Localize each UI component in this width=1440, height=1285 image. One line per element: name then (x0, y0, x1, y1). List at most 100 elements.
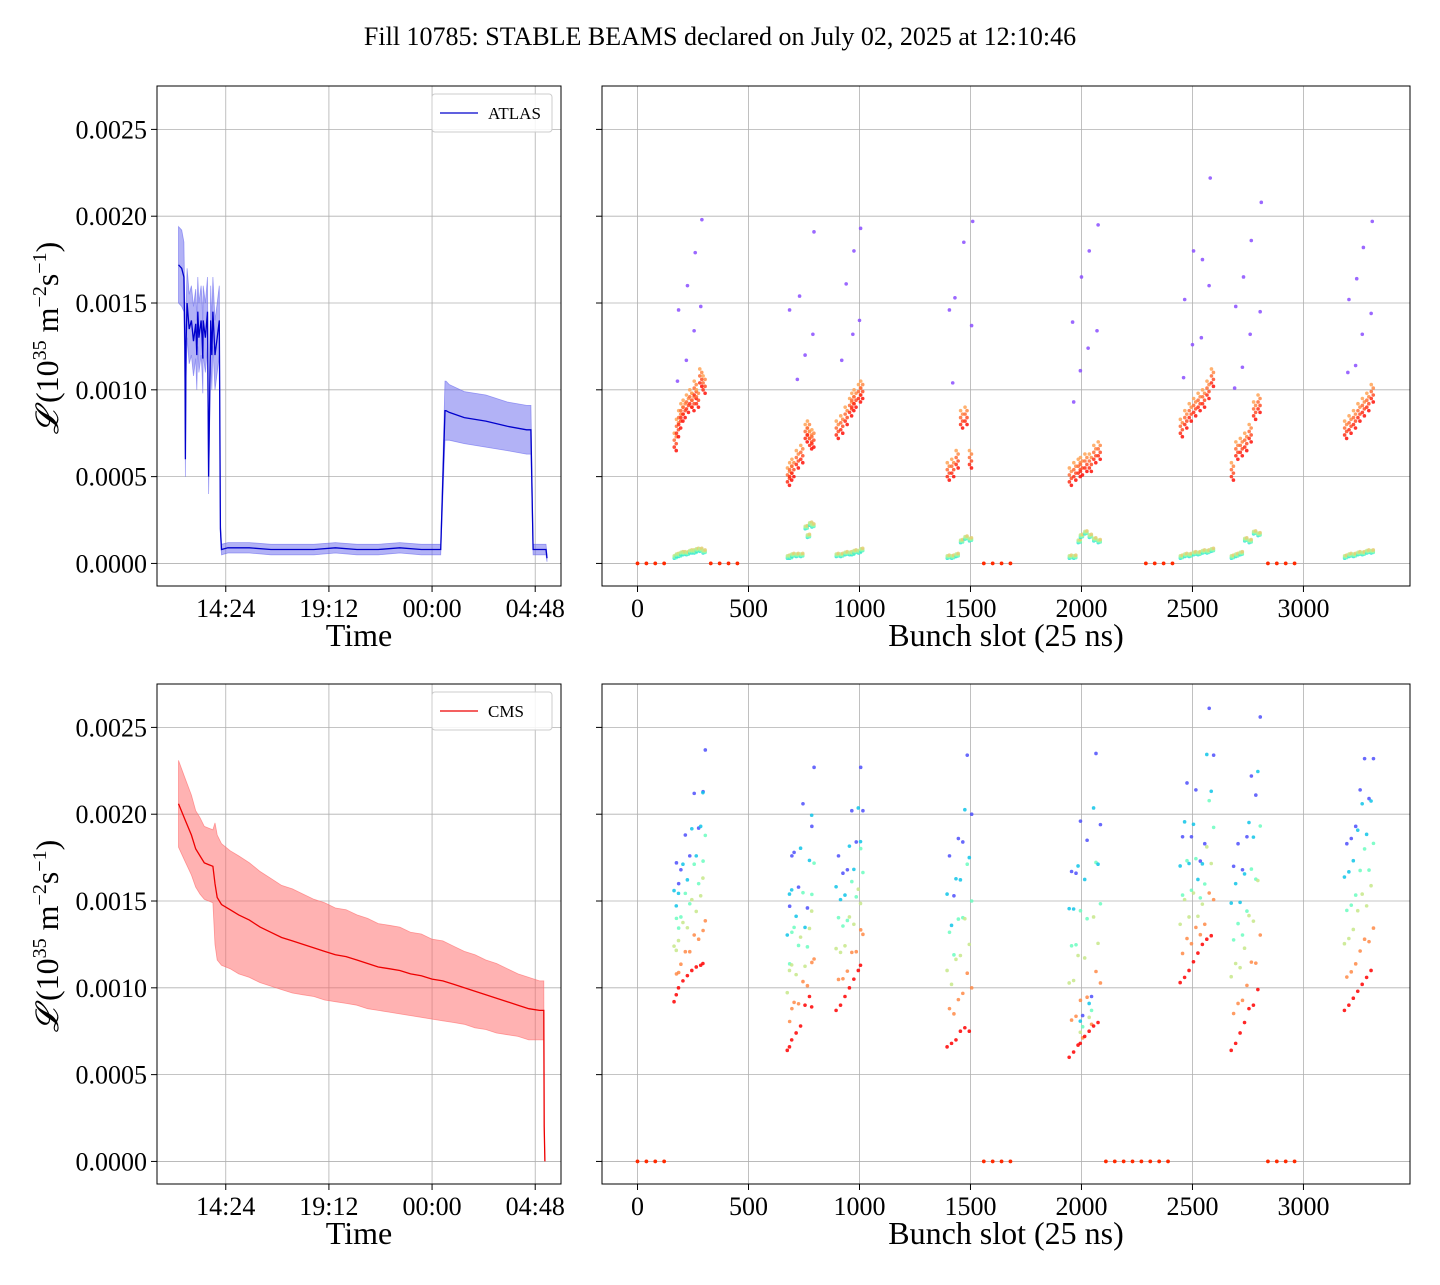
bunch-point (969, 986, 974, 990)
bunch-point (1207, 706, 1211, 711)
bunch-point (785, 1048, 790, 1053)
bunch-point (692, 791, 697, 796)
bunch-point (798, 1024, 803, 1028)
x-tick-label: 1000 (833, 1192, 885, 1221)
bunch-point (1249, 867, 1254, 871)
bunch-point (1209, 933, 1214, 938)
bunch-point (1180, 427, 1185, 432)
bunch-point (694, 909, 699, 914)
bunch-point (798, 450, 803, 455)
bunch-point (789, 888, 794, 892)
bunch-point (956, 997, 961, 1002)
bunch-point (1361, 245, 1366, 250)
x-tick-label: 19:12 (299, 1192, 358, 1221)
bunch-point (807, 858, 812, 863)
y-tick-label: 0.0015 (76, 289, 148, 318)
bunch-point (794, 1031, 798, 1035)
bunch-point (1249, 426, 1253, 430)
bunch-point (694, 388, 699, 392)
bunch-point (1190, 342, 1195, 347)
bunch-point (1347, 421, 1351, 425)
bunch-point (840, 431, 845, 436)
bunch-point (1253, 403, 1258, 408)
bunch-point (963, 419, 967, 423)
bunch-point (803, 353, 807, 357)
bunch-point (1194, 788, 1198, 792)
bunch-point (858, 226, 863, 231)
bunch-point (790, 854, 794, 858)
bunch-point (692, 862, 697, 867)
bunch-point (700, 217, 704, 222)
bunch-point (1370, 219, 1375, 224)
bunch-point (1205, 752, 1209, 757)
bunch-point (785, 933, 790, 937)
bunch-point (1067, 981, 1071, 985)
bunch-point (845, 867, 850, 872)
bunch-point (963, 405, 967, 409)
x-tick-label: 3000 (1277, 594, 1329, 623)
bunch-point (1241, 275, 1246, 279)
bunch-point (794, 914, 798, 919)
bunch-point (1098, 981, 1103, 985)
bunch-point (674, 916, 679, 921)
x-tick-label: 500 (729, 1192, 768, 1221)
bunch-point (949, 471, 954, 475)
bunch-point (839, 358, 844, 363)
bunch-point (954, 876, 958, 881)
bunch-point (1152, 561, 1157, 566)
bunch-point (785, 480, 790, 484)
bunch-point (1072, 467, 1076, 472)
bunch-point (956, 917, 961, 921)
bunch-point (1185, 781, 1189, 785)
bunch-point (850, 808, 854, 813)
bunch-point (1231, 938, 1236, 942)
bunch-point (1292, 561, 1297, 566)
bunch-point (1080, 1024, 1085, 1029)
bunch-point (676, 926, 681, 930)
bunch-point (1178, 922, 1182, 927)
bunch-point (785, 990, 790, 995)
bunch-point (945, 1045, 949, 1049)
bunch-point (811, 332, 815, 337)
bunch-point (1249, 440, 1253, 444)
bunch-point (690, 826, 694, 831)
bunch-point (858, 379, 863, 383)
bunch-point (949, 457, 954, 462)
y-tick-label: 0.0005 (76, 463, 148, 492)
bunch-point (843, 412, 847, 416)
bunch-point (1266, 561, 1270, 566)
bunch-point (958, 1029, 963, 1034)
bunch-point (1238, 900, 1242, 905)
bunch-point (861, 808, 865, 813)
bunch-point (812, 438, 816, 442)
bunch-point (674, 948, 679, 953)
bunch-point (1178, 431, 1183, 436)
x-tick-label: 00:00 (402, 594, 461, 623)
bunch-point (787, 1045, 792, 1049)
bunch-point (787, 460, 792, 465)
bunch-point (1231, 464, 1236, 469)
bunch-point (834, 884, 838, 889)
bunch-point (843, 419, 847, 423)
bunch-point (1258, 530, 1262, 535)
bunch-point (956, 452, 960, 456)
bunch-point (845, 918, 850, 923)
bunch-point (1242, 872, 1247, 876)
bunch-point (787, 968, 792, 973)
bunch-point (1074, 1014, 1078, 1019)
bunch-point (834, 946, 838, 951)
bunch-point (1207, 891, 1211, 895)
bunch-point (1098, 537, 1103, 542)
bunch-point (1256, 393, 1260, 397)
bunch-point (852, 401, 856, 406)
bunch-point (1182, 820, 1187, 824)
bunch-point (1258, 396, 1262, 401)
bunch-point (1198, 408, 1202, 413)
bunch-point (676, 938, 681, 943)
bunch-point (999, 1159, 1004, 1164)
bunch-point (1095, 328, 1099, 333)
bunch-point (1089, 462, 1094, 467)
bunch-point (676, 970, 681, 975)
bunch-point (1349, 431, 1353, 436)
bunch-point (1360, 982, 1364, 987)
